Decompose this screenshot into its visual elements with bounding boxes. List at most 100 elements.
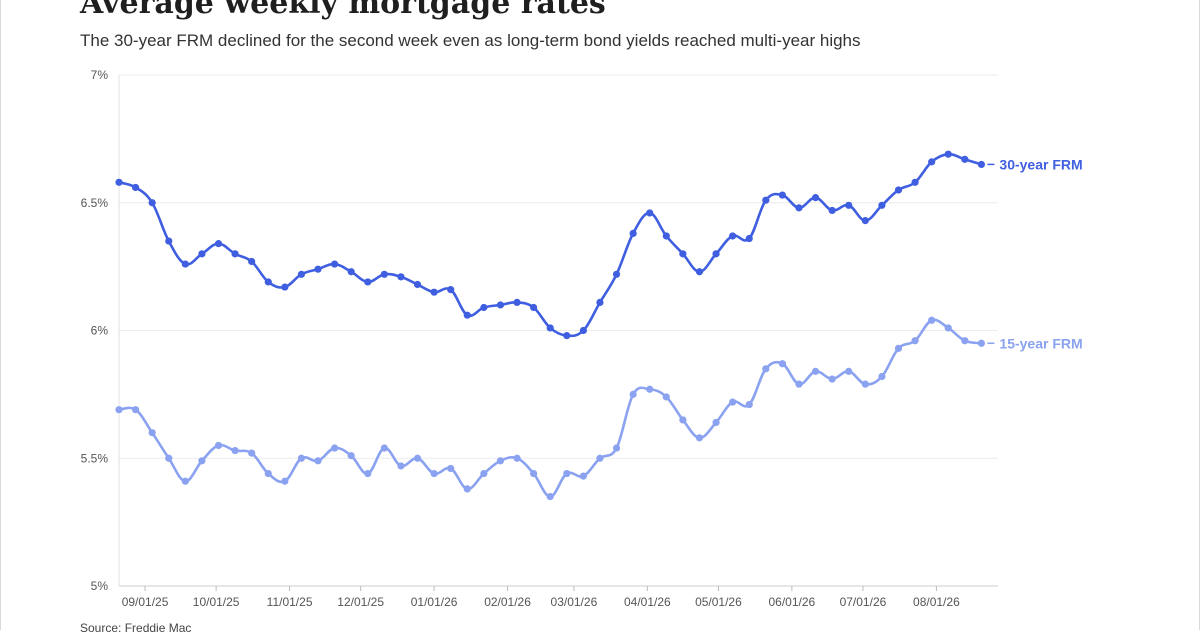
y-tick-label: 6%: [91, 324, 109, 338]
data-point: [397, 462, 405, 470]
series-lines: [115, 150, 986, 501]
data-point: [612, 444, 621, 452]
data-point: [646, 385, 654, 393]
data-point: [928, 316, 936, 324]
data-point: [596, 454, 604, 462]
data-point: [662, 393, 670, 401]
data-point: [463, 485, 471, 493]
data-point: [314, 265, 322, 273]
data-point: [662, 232, 670, 240]
data-point: [181, 477, 189, 485]
x-tick-label: 05/01/26: [695, 595, 742, 609]
data-point: [579, 472, 587, 480]
data-point: [629, 229, 637, 238]
series-line: [117, 152, 983, 338]
data-point: [894, 186, 903, 194]
series-label: 15-year FRM: [999, 335, 1082, 351]
data-point: [712, 250, 720, 258]
chart-subtitle: The 30-year FRM declined for the second …: [80, 31, 861, 50]
data-point: [397, 273, 405, 281]
data-point: [778, 191, 786, 199]
data-point: [165, 454, 173, 462]
data-point: [331, 260, 339, 268]
source-note: Source: Freddie Mac: [80, 621, 192, 635]
data-point: [563, 332, 571, 340]
x-tick-label: 07/01/26: [840, 595, 887, 609]
data-point: [911, 337, 919, 345]
x-tick-label: 11/01/25: [267, 595, 313, 609]
data-point: [861, 380, 869, 388]
data-point: [214, 441, 223, 450]
y-tick-label: 5.5%: [81, 451, 109, 465]
data-point: [115, 406, 123, 414]
data-point: [148, 199, 156, 207]
data-point: [115, 178, 123, 186]
data-point: [878, 201, 886, 209]
data-point: [513, 298, 521, 306]
data-point: [546, 324, 554, 332]
data-point: [148, 429, 156, 437]
x-tick-label: 10/01/25: [193, 595, 240, 609]
y-tick-label: 6.5%: [81, 196, 109, 210]
data-point: [894, 344, 903, 352]
data-point: [380, 270, 388, 278]
data-point: [579, 326, 587, 335]
data-point: [861, 217, 869, 225]
data-point: [729, 398, 737, 406]
data-point: [248, 449, 256, 457]
data-point: [281, 283, 289, 291]
data-point: [430, 469, 438, 478]
data-point: [811, 194, 820, 202]
y-tick-label: 7%: [91, 68, 109, 82]
data-point: [314, 457, 322, 465]
data-point: [646, 209, 654, 217]
data-point: [961, 155, 969, 163]
data-point: [762, 196, 770, 204]
series-label: 30-year FRM: [999, 156, 1082, 172]
data-point: [928, 158, 936, 166]
data-point: [214, 240, 223, 248]
data-point: [331, 444, 339, 452]
data-point: [845, 367, 853, 375]
data-point: [131, 406, 140, 414]
data-point: [198, 457, 206, 465]
data-point: [596, 298, 604, 306]
data-point: [297, 270, 306, 278]
data-point: [264, 469, 272, 478]
frame-left-border: [0, 0, 1, 630]
data-point: [480, 303, 488, 312]
data-point: [911, 178, 919, 186]
data-point: [845, 201, 853, 209]
data-point: [463, 311, 471, 319]
data-point: [364, 469, 372, 478]
y-tick-label: 5%: [91, 579, 109, 593]
data-point: [695, 268, 704, 276]
x-tick-label: 03/01/26: [551, 595, 598, 609]
data-point: [347, 452, 355, 460]
data-point: [496, 301, 505, 309]
data-point: [795, 380, 803, 388]
data-point: [447, 286, 455, 294]
data-point: [165, 237, 173, 245]
data-point: [811, 367, 820, 375]
chart-title: Average weekly mortgage rates: [80, 0, 606, 21]
data-point: [629, 390, 637, 398]
x-tick-label: 02/01/26: [484, 595, 531, 609]
data-point: [248, 257, 256, 266]
data-point: [546, 492, 554, 501]
gridlines: [119, 74, 998, 587]
x-tick-label: 06/01/26: [769, 595, 816, 609]
x-tick-label: 12/01/25: [337, 595, 384, 609]
data-point: [712, 418, 720, 427]
data-point: [231, 250, 239, 258]
data-point: [530, 303, 538, 312]
x-tick-label: 01/01/26: [411, 595, 458, 609]
data-point: [281, 477, 289, 485]
data-point: [795, 204, 803, 212]
axes: 5% 5.5% 6% 6.5% 7% 09/01/25 10/01/25 11/01/25 12…: [81, 68, 960, 609]
data-point: [413, 454, 422, 462]
data-point: [695, 434, 704, 442]
data-point: [530, 469, 538, 478]
data-point: [447, 464, 455, 473]
